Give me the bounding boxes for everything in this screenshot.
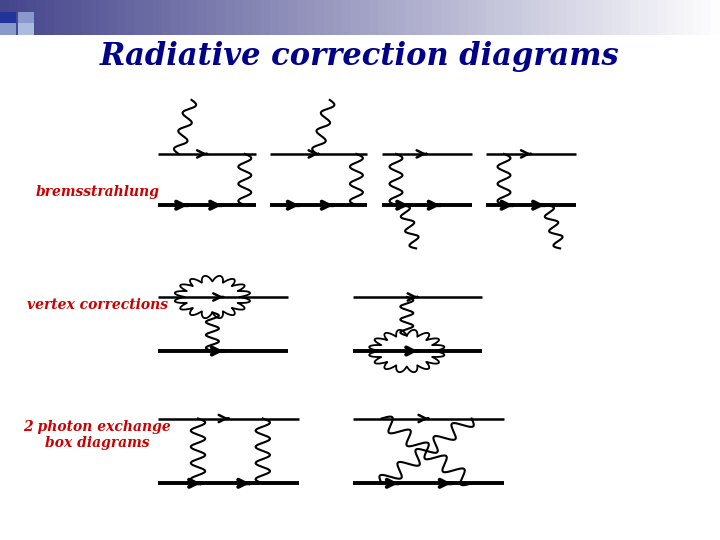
Bar	[36, 0, 45, 35]
Bar	[711, 0, 720, 35]
Bar	[459, 0, 468, 35]
Bar	[594, 0, 603, 35]
Bar	[522, 0, 531, 35]
Bar	[279, 0, 288, 35]
Bar	[693, 0, 702, 35]
Bar	[360, 0, 369, 35]
Bar	[585, 0, 594, 35]
Bar	[225, 0, 234, 35]
Bar	[81, 0, 90, 35]
Bar	[135, 0, 144, 35]
Bar	[117, 0, 126, 35]
Bar	[288, 0, 297, 35]
Bar	[387, 0, 396, 35]
Bar	[270, 0, 279, 35]
Bar	[90, 0, 99, 35]
Text: Radiative correction diagrams: Radiative correction diagrams	[100, 40, 620, 71]
Bar	[576, 0, 585, 35]
Bar	[306, 0, 315, 35]
Bar	[639, 0, 648, 35]
Bar	[162, 0, 171, 35]
Bar	[342, 0, 351, 35]
Bar	[666, 0, 675, 35]
Bar	[234, 0, 243, 35]
Bar	[0, 0, 9, 35]
Bar	[171, 0, 180, 35]
Bar	[18, 0, 27, 35]
Text: bremsstrahlung: bremsstrahlung	[35, 185, 159, 199]
Bar	[603, 0, 612, 35]
Bar	[369, 0, 378, 35]
Bar	[405, 0, 414, 35]
Bar	[702, 0, 711, 35]
Bar	[45, 0, 54, 35]
Bar	[432, 0, 441, 35]
Bar	[441, 0, 450, 35]
Bar	[243, 0, 252, 35]
Bar	[684, 0, 693, 35]
Bar	[423, 0, 432, 35]
Bar	[378, 0, 387, 35]
Bar	[180, 0, 189, 35]
Bar	[144, 0, 153, 35]
Bar	[18, 12, 34, 24]
Bar	[9, 0, 18, 35]
Bar	[414, 0, 423, 35]
Bar	[540, 0, 549, 35]
Bar	[189, 0, 198, 35]
Bar	[567, 0, 576, 35]
Bar	[27, 0, 36, 35]
Bar	[324, 0, 333, 35]
Bar	[108, 0, 117, 35]
Bar	[558, 0, 567, 35]
Bar	[315, 0, 324, 35]
Bar	[477, 0, 486, 35]
Bar	[495, 0, 504, 35]
Bar	[0, 23, 16, 35]
Bar	[54, 0, 63, 35]
Bar	[126, 0, 135, 35]
Bar	[657, 0, 666, 35]
Bar	[504, 0, 513, 35]
Bar	[261, 0, 270, 35]
Bar	[18, 23, 34, 35]
Text: 2 photon exchange
box diagrams: 2 photon exchange box diagrams	[23, 420, 171, 450]
Bar	[531, 0, 540, 35]
Bar	[63, 0, 72, 35]
Bar	[99, 0, 108, 35]
Bar	[450, 0, 459, 35]
Text: vertex corrections: vertex corrections	[27, 298, 168, 312]
Bar	[207, 0, 216, 35]
Bar	[549, 0, 558, 35]
Bar	[468, 0, 477, 35]
Bar	[486, 0, 495, 35]
Bar	[612, 0, 621, 35]
Bar	[216, 0, 225, 35]
Bar	[153, 0, 162, 35]
Bar	[297, 0, 306, 35]
Bar	[333, 0, 342, 35]
Bar	[0, 12, 16, 24]
Bar	[675, 0, 684, 35]
Bar	[252, 0, 261, 35]
Bar	[351, 0, 360, 35]
Bar	[198, 0, 207, 35]
Bar	[513, 0, 522, 35]
Bar	[621, 0, 630, 35]
Bar	[72, 0, 81, 35]
Bar	[648, 0, 657, 35]
Bar	[396, 0, 405, 35]
Bar	[630, 0, 639, 35]
